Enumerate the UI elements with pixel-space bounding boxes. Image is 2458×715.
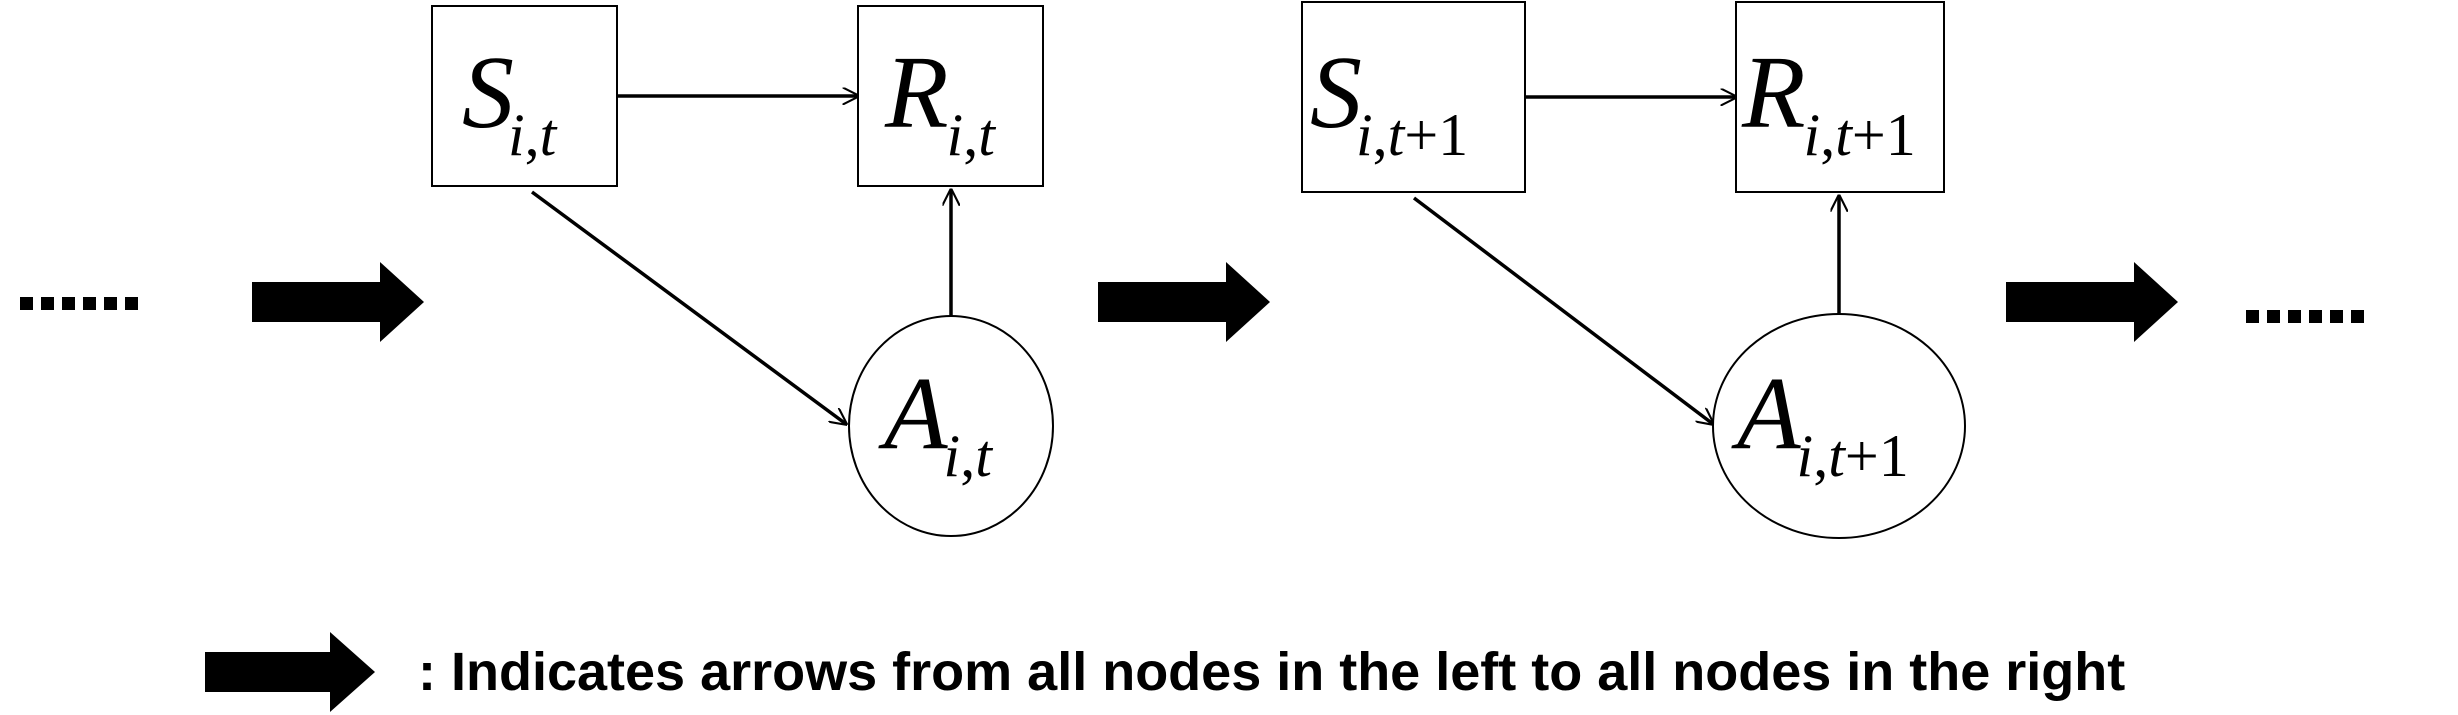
legend-big-arrow-icon bbox=[205, 632, 375, 712]
time-slice-t: Si,t Ri,t Ai,t bbox=[431, 5, 1054, 537]
svg-text:Ai,t: Ai,t bbox=[878, 356, 993, 489]
svg-text:Si,t+1: Si,t+1 bbox=[1310, 35, 1468, 168]
action-node-t1: Ai,t+1 bbox=[1712, 313, 1966, 539]
big-arrow-left bbox=[252, 262, 424, 342]
action-node-t: Ai,t bbox=[848, 315, 1054, 537]
svg-text:Ri,t: Ri,t bbox=[884, 35, 996, 168]
svg-text:Si,t: Si,t bbox=[462, 35, 558, 168]
state-node-t: Si,t bbox=[431, 5, 618, 187]
big-arrow-middle bbox=[1098, 262, 1270, 342]
reward-node-t: Ri,t bbox=[857, 5, 1044, 187]
right-ellipsis bbox=[2246, 310, 2364, 323]
reward-node-t1: Ri,t+1 bbox=[1735, 1, 1945, 193]
big-arrow-right bbox=[2006, 262, 2178, 342]
left-ellipsis bbox=[20, 297, 138, 310]
edge-state-to-action-t1 bbox=[1412, 196, 1713, 424]
svg-text:Ri,t+1: Ri,t+1 bbox=[1741, 35, 1916, 168]
legend-text: : Indicates arrows from all nodes in the… bbox=[418, 642, 2125, 702]
state-node-t1: Si,t+1 bbox=[1301, 1, 1526, 193]
svg-text:Ai,t+1: Ai,t+1 bbox=[1731, 356, 1909, 489]
legend: : Indicates arrows from all nodes in the… bbox=[205, 632, 2125, 712]
edge-state-to-action-t bbox=[530, 190, 846, 424]
time-slice-t-plus-1: Si,t+1 Ri,t+1 Ai,t+1 bbox=[1301, 1, 1966, 539]
